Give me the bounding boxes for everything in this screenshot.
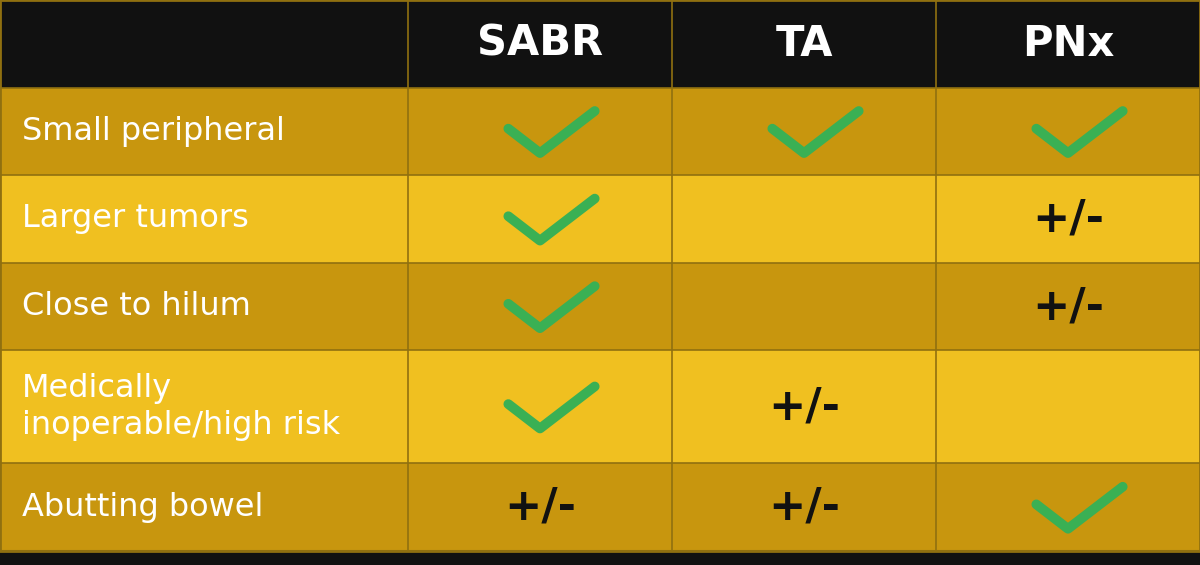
Text: +/-: +/- bbox=[1032, 285, 1104, 328]
Text: Medically
inoperable/high risk: Medically inoperable/high risk bbox=[22, 373, 340, 441]
Text: PNx: PNx bbox=[1022, 23, 1114, 65]
Text: SABR: SABR bbox=[476, 23, 604, 65]
Text: +/-: +/- bbox=[768, 485, 840, 529]
Bar bbox=[0, 88, 1200, 175]
Bar bbox=[0, 0, 1200, 88]
Text: +/-: +/- bbox=[768, 385, 840, 428]
Bar bbox=[0, 350, 1200, 463]
Text: Larger tumors: Larger tumors bbox=[22, 203, 248, 234]
Text: TA: TA bbox=[775, 23, 833, 65]
Bar bbox=[0, 263, 1200, 350]
Bar bbox=[0, 175, 1200, 263]
Text: Close to hilum: Close to hilum bbox=[22, 291, 251, 322]
Text: Small peripheral: Small peripheral bbox=[22, 116, 284, 147]
Text: +/-: +/- bbox=[504, 485, 576, 529]
Text: Abutting bowel: Abutting bowel bbox=[22, 492, 263, 523]
Text: +/-: +/- bbox=[1032, 197, 1104, 241]
Bar bbox=[0, 463, 1200, 551]
